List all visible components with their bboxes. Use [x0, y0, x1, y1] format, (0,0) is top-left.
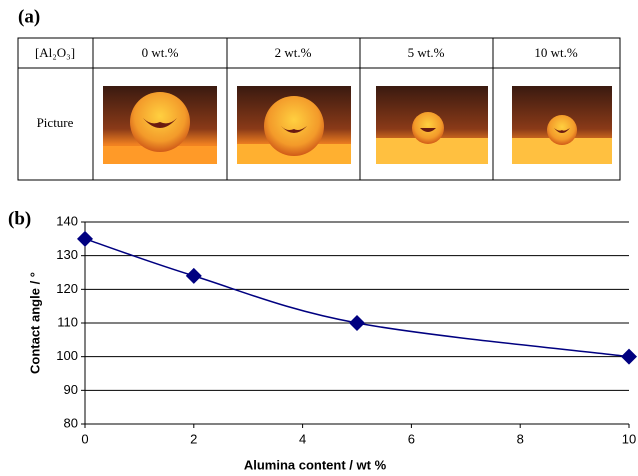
- header-cell: 0 wt.%: [142, 45, 179, 60]
- y-axis-title: Contact angle / °: [27, 272, 42, 374]
- x-tick-label: 0: [81, 431, 88, 446]
- data-point: [621, 348, 637, 365]
- data-point: [185, 267, 202, 284]
- y-tick-label: 130: [56, 247, 78, 262]
- y-tick-label: 100: [56, 348, 78, 363]
- table-border: [17, 37, 621, 181]
- data-point: [77, 230, 93, 247]
- header-cell: [Al₂O₃]: [35, 45, 75, 60]
- photo: [237, 86, 351, 164]
- y-tick-label: 120: [56, 281, 78, 296]
- row-label: Picture: [37, 115, 74, 130]
- photo: [512, 86, 612, 164]
- table: [Al₂O₃] 0 wt.% 2 wt.% 5 wt.% 10 wt.% Pic…: [17, 37, 621, 181]
- y-tick-label: 110: [57, 314, 78, 329]
- x-tick-label: 6: [408, 431, 415, 446]
- x-tick-label: 4: [299, 431, 306, 446]
- panel-label: (b): [8, 208, 31, 229]
- y-tick-label: 80: [64, 415, 78, 430]
- y-tick-label: 90: [64, 382, 78, 397]
- photo: [103, 86, 217, 164]
- x-tick-label: 2: [190, 431, 197, 446]
- header-cell: 10 wt.%: [534, 45, 578, 60]
- panel-label: (a): [18, 6, 40, 27]
- header-cell: 5 wt.%: [408, 45, 445, 60]
- photo: [376, 86, 488, 164]
- x-tick-label: 10: [622, 431, 636, 446]
- header-cell: 2 wt.%: [275, 45, 312, 60]
- data-line: [84, 238, 630, 358]
- x-tick-label: 8: [517, 431, 524, 446]
- data-point: [349, 315, 365, 331]
- x-axis-title: Alumina content / wt %: [244, 457, 387, 472]
- y-tick-label: 140: [56, 213, 78, 228]
